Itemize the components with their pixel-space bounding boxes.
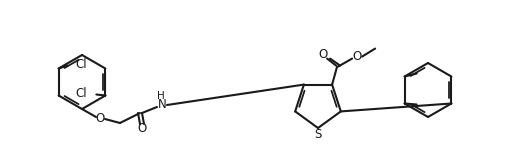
Text: O: O xyxy=(318,48,328,61)
Text: Cl: Cl xyxy=(76,87,87,100)
Text: S: S xyxy=(314,129,321,142)
Text: Cl: Cl xyxy=(76,58,87,71)
Text: O: O xyxy=(137,123,147,135)
Text: N: N xyxy=(157,99,166,112)
Text: H: H xyxy=(157,91,165,101)
Text: O: O xyxy=(352,50,362,63)
Text: O: O xyxy=(95,113,105,125)
